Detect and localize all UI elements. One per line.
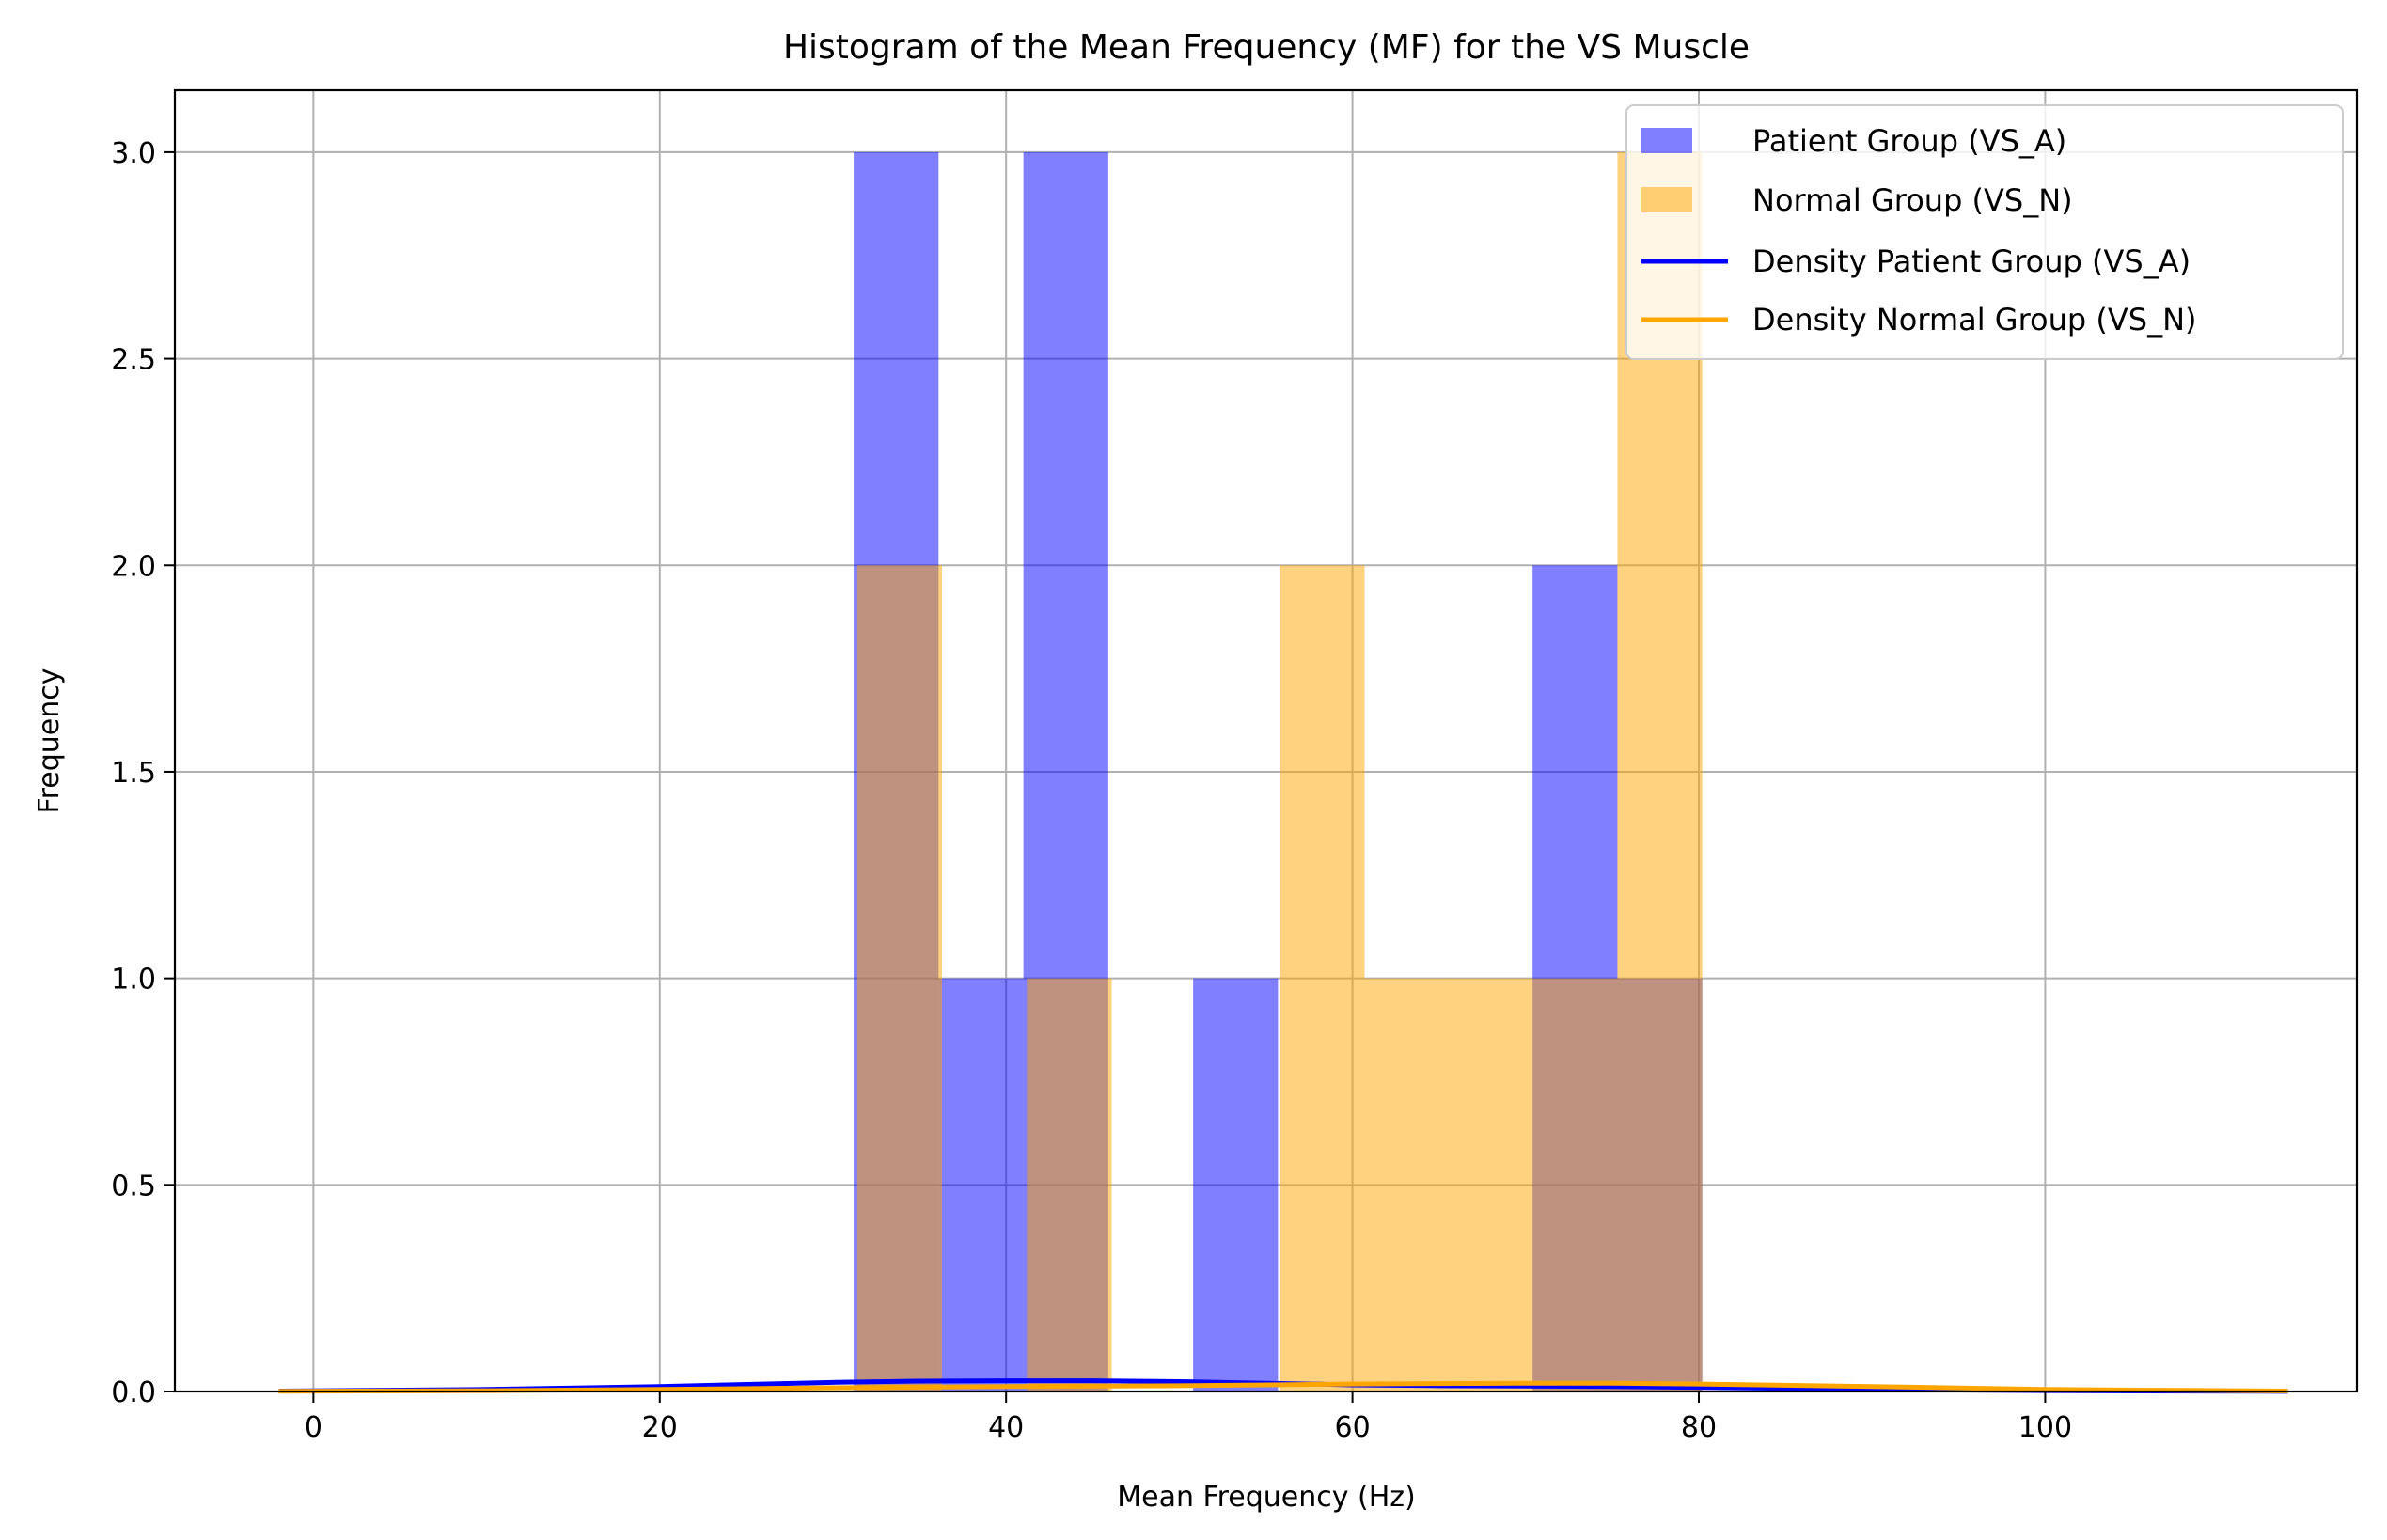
patient-histogram-bar [1193,978,1279,1391]
y-axis-label: Frequency [33,668,66,814]
chart-title: Histogram of the Mean Frequency (MF) for… [783,28,1750,67]
legend-label-normal: Normal Group (VS_N) [1752,182,2073,218]
y-tick-label: 2.5 [111,344,156,377]
normal-histogram-bar [1534,978,1618,1391]
histogram-bars [854,151,1703,1391]
legend-swatch-patient [1641,128,1692,153]
legend-swatch-normal [1641,187,1692,212]
y-tick-label: 0.0 [111,1376,156,1409]
normal-histogram-bar [1280,565,1365,1391]
normal-histogram-bar [1027,978,1112,1391]
legend-box [1625,104,2344,360]
y-tick-label: 1.0 [111,964,156,997]
patient-histogram-bar [938,978,1024,1391]
x-tick-label: 100 [2018,1411,2072,1444]
normal-histogram-bar [1449,978,1535,1391]
x-axis-label: Mean Frequency (Hz) [1117,1481,1416,1514]
x-tick-label: 40 [988,1411,1024,1444]
legend-label-density-patient: Density Patient Group (VS_A) [1752,244,2191,279]
axis-ticks: 0 20 40 60 80 100 0.0 0.5 1.0 1.5 2.0 2.5 3.0 [111,137,2072,1444]
density-curves [278,1378,2288,1394]
y-tick-label: 1.5 [111,757,156,790]
y-tick-label: 2.0 [111,550,156,583]
y-tick-label: 3.0 [111,137,156,170]
x-tick-label: 0 [305,1411,322,1444]
y-tick-label: 0.5 [111,1170,156,1202]
legend-label-patient: Patient Group (VS_A) [1752,123,2066,159]
x-tick-label: 80 [1681,1411,1717,1444]
x-tick-label: 60 [1335,1411,1371,1444]
legend: Patient Group (VS_A) Normal Group (VS_N)… [1625,104,2344,360]
x-tick-label: 20 [642,1411,678,1444]
normal-histogram-bar [1364,978,1450,1391]
normal-histogram-bar [856,565,943,1391]
plot-frame [173,88,2359,1393]
legend-label-density-normal: Density Normal Group (VS_N) [1752,302,2196,338]
normal-density-curve [278,1380,2288,1394]
